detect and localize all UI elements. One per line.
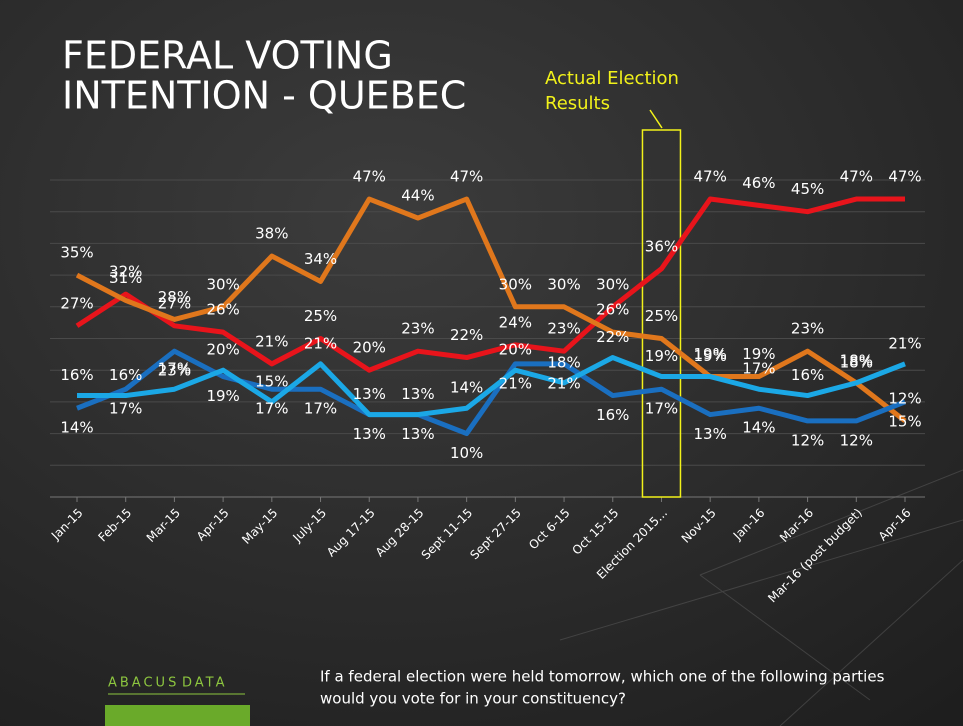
data-label: 21% — [304, 334, 337, 352]
data-label: 16% — [791, 366, 824, 384]
data-label: 12% — [791, 431, 824, 449]
data-label: 17% — [158, 360, 191, 378]
data-label: 19% — [742, 345, 775, 363]
logo-text: ABACUS — [108, 676, 179, 691]
data-label: 21% — [547, 374, 580, 392]
data-label: 23% — [401, 320, 434, 338]
data-label: 13% — [694, 425, 727, 443]
data-label: 30% — [206, 275, 239, 293]
data-label: 23% — [547, 320, 580, 338]
data-label: 17% — [742, 360, 775, 378]
title-line: FEDERAL VOTING — [62, 34, 393, 78]
data-label: 21% — [888, 334, 921, 352]
data-label: 18% — [840, 351, 873, 369]
data-label: 22% — [596, 328, 629, 346]
series-line — [75, 196, 907, 423]
data-label: 30% — [499, 275, 532, 293]
data-label: 23% — [791, 320, 824, 338]
data-label: 47% — [888, 168, 921, 186]
series-line — [75, 196, 905, 373]
data-label: 15% — [888, 412, 921, 430]
annotation-line: Actual Election — [545, 68, 679, 89]
data-label: 30% — [596, 275, 629, 293]
decoration — [559, 469, 963, 726]
logo-block — [105, 705, 250, 726]
data-label: 32% — [109, 263, 142, 281]
data-label: 19% — [645, 347, 678, 365]
data-label: 47% — [694, 168, 727, 186]
data-label: 14% — [60, 419, 93, 437]
data-label: 19% — [694, 345, 727, 363]
data-label: 13% — [353, 425, 386, 443]
data-label: 15% — [255, 372, 288, 390]
election-box — [641, 129, 682, 498]
data-label: 26% — [206, 301, 239, 319]
data-label: 20% — [499, 341, 532, 359]
data-label: 21% — [255, 332, 288, 350]
data-label: 13% — [353, 385, 386, 403]
data-label: 44% — [401, 187, 434, 205]
data-label: 14% — [450, 379, 483, 397]
data-label: 14% — [742, 419, 775, 437]
series-line — [77, 355, 906, 418]
data-label: 13% — [401, 385, 434, 403]
data-label: 17% — [255, 400, 288, 418]
data-label: 18% — [840, 353, 873, 371]
data-label: 26% — [596, 301, 629, 319]
logo-text: DATA — [182, 676, 228, 691]
annotation-line: Results — [545, 93, 610, 114]
data-label: 47% — [450, 168, 483, 186]
data-label: 46% — [742, 174, 775, 192]
data-label: 22% — [450, 326, 483, 344]
data-label: 28% — [158, 288, 191, 306]
data-label: 30% — [547, 275, 580, 293]
title-line: INTENTION - QUEBEC — [62, 74, 466, 118]
data-label: 19% — [694, 347, 727, 365]
data-label: 27% — [158, 294, 191, 312]
data-label: 17% — [304, 400, 337, 418]
data-label: 27% — [60, 294, 93, 312]
data-label: 13% — [401, 425, 434, 443]
data-label: 12% — [840, 431, 873, 449]
data-label: 17% — [645, 400, 678, 418]
data-label: 31% — [109, 269, 142, 287]
data-label: 16% — [60, 366, 93, 384]
data-label: 25% — [645, 307, 678, 325]
data-label: 19% — [206, 387, 239, 405]
data-label: 36% — [645, 237, 678, 255]
data-label: 21% — [499, 374, 532, 392]
data-label: 12% — [888, 389, 921, 407]
annotation-arrow — [649, 109, 663, 129]
data-label: 23% — [158, 362, 191, 380]
data-label: 47% — [840, 168, 873, 186]
data-label: 38% — [255, 225, 288, 243]
data-label: 34% — [304, 250, 337, 268]
data-label: 16% — [109, 366, 142, 384]
data-label: 17% — [109, 400, 142, 418]
data-label: 10% — [450, 444, 483, 462]
data-label: 47% — [353, 168, 386, 186]
data-label: 16% — [596, 406, 629, 424]
data-label: 24% — [499, 313, 532, 331]
data-label: 20% — [353, 339, 386, 357]
data-label: 25% — [304, 307, 337, 325]
data-label: 45% — [791, 180, 824, 198]
data-label: 35% — [60, 244, 93, 262]
data-label: 20% — [206, 341, 239, 359]
data-label: 18% — [547, 353, 580, 371]
footnote-line: If a federal election were held tomorrow… — [320, 668, 885, 686]
footnote-line: would you vote for in your constituency? — [320, 690, 626, 708]
